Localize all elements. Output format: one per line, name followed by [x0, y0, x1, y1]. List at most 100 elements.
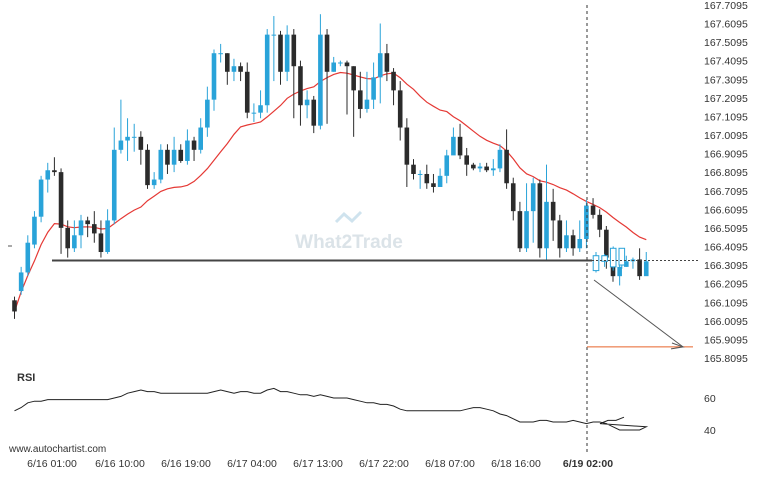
candle-body	[298, 66, 303, 106]
candle-body	[225, 53, 230, 72]
candle-body	[358, 90, 363, 109]
y-tick-label: 166.8095	[704, 167, 748, 179]
y-tick-label: 166.7095	[704, 186, 748, 198]
y-tick-label: 165.8095	[704, 353, 748, 365]
candle-body	[165, 149, 170, 165]
candle-body	[411, 164, 416, 174]
y-tick-label: 166.0095	[704, 316, 748, 328]
x-tick-label: 6/17 04:00	[227, 458, 277, 470]
candle-layer	[12, 14, 649, 319]
y-tick-label: 166.4095	[704, 242, 748, 254]
candle-body	[471, 164, 476, 169]
candle-body	[92, 224, 97, 234]
x-tick-label: 6/18 07:00	[425, 458, 475, 470]
candle-body	[397, 90, 403, 128]
candle-body	[18, 272, 24, 292]
y-tick-label: 167.4095	[704, 56, 748, 68]
candle-body	[78, 220, 84, 236]
candle-body	[331, 62, 336, 72]
time-axis: www.autochartist.com 6/16 01:00 6/16 10:00…	[8, 444, 613, 470]
projected-candle-body	[601, 255, 608, 262]
candle-body	[52, 170, 57, 173]
candle-body	[258, 105, 263, 113]
projected-candle-body	[618, 247, 626, 266]
rsi-panel: RSI 60 40	[14, 372, 716, 437]
x-tick-label: 6/19 02:00	[563, 458, 613, 470]
y-tick-label: 167.1095	[704, 111, 748, 123]
forecast-arrow-head	[670, 342, 685, 350]
candle-body	[637, 259, 642, 277]
candle-body	[191, 140, 197, 150]
candle-body	[318, 34, 323, 126]
candle-body	[557, 220, 563, 249]
candle-body	[238, 66, 243, 72]
annotation-lines	[52, 5, 700, 455]
candle-body	[125, 136, 130, 141]
candle-body	[98, 233, 104, 253]
y-tick-label: 167.7095	[704, 0, 748, 12]
candle-body	[584, 205, 589, 240]
candle-body	[604, 229, 609, 258]
candle-body	[484, 166, 489, 171]
candle-body	[643, 261, 649, 277]
watermark-logo-mark	[334, 210, 363, 224]
candle-body	[617, 266, 622, 277]
candle-body	[371, 77, 376, 100]
candle-body	[344, 62, 350, 67]
x-tick-label: 6/16 01:00	[27, 458, 77, 470]
candle-body	[145, 149, 150, 186]
candle-body	[424, 173, 430, 184]
candle-body	[564, 235, 569, 249]
candle-body	[264, 34, 270, 106]
candle-body	[244, 71, 250, 113]
candle-body	[251, 112, 257, 114]
candle-body	[491, 168, 496, 171]
candle-body	[377, 53, 383, 78]
candle-body	[464, 155, 469, 165]
y-tick-label: 166.3095	[704, 260, 748, 272]
rsi-line	[14, 387, 649, 431]
candle-body	[118, 140, 124, 150]
candle-body	[105, 220, 110, 253]
projected-candle-body	[609, 247, 617, 268]
x-tick-label: 6/16 10:00	[95, 458, 145, 470]
candle-body	[597, 214, 602, 230]
candle-body	[85, 220, 90, 225]
candle-body	[111, 149, 117, 221]
y-tick-label: 167.2095	[704, 93, 748, 105]
candle-body	[530, 183, 536, 212]
candle-body	[477, 166, 483, 169]
candle-body	[431, 183, 436, 187]
candle-body	[497, 149, 503, 169]
projected-candle-body	[592, 255, 600, 272]
price-axis: 167.7095 167.6095 167.5095 167.4095 167.3095…	[8, 0, 748, 365]
x-tick-label: 6/18 16:00	[491, 458, 541, 470]
moving-average-line	[13, 71, 647, 312]
forecast-arrow-line	[593, 279, 684, 348]
y-tick-label: 166.1095	[704, 297, 748, 309]
x-tick-label: 6/16 19:00	[161, 458, 211, 470]
candle-body	[577, 239, 583, 249]
candle-body	[65, 227, 70, 249]
rsi-tick-label: 40	[704, 425, 716, 437]
candle-body	[12, 300, 17, 312]
y-tick-label: 167.3095	[704, 74, 748, 86]
y-tick-label: 166.5095	[704, 223, 748, 235]
candle-body	[151, 179, 157, 186]
candle-body	[32, 216, 37, 245]
candle-body	[444, 155, 450, 176]
candle-body	[284, 34, 290, 72]
y-tick-label: 166.9095	[704, 149, 748, 161]
candle-body	[338, 62, 343, 64]
candle-body	[437, 175, 443, 187]
candle-body	[404, 127, 410, 165]
watermark-brand: What2Trade	[295, 232, 403, 253]
candle-body	[537, 183, 543, 249]
candle-body	[524, 211, 529, 249]
candle-body	[38, 179, 44, 217]
x-tick-label: 6/17 13:00	[293, 458, 343, 470]
candle-body	[384, 53, 390, 72]
candle-body	[131, 136, 137, 138]
candle-body	[451, 136, 456, 156]
